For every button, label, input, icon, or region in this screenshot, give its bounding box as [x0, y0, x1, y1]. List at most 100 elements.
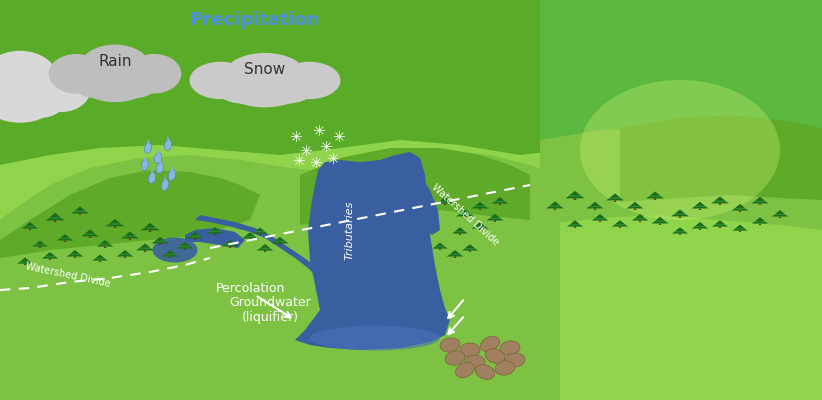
Polygon shape: [171, 165, 173, 170]
Polygon shape: [159, 244, 161, 245]
Polygon shape: [620, 115, 822, 202]
Polygon shape: [772, 211, 788, 216]
Polygon shape: [715, 220, 724, 224]
Ellipse shape: [169, 170, 176, 180]
Polygon shape: [100, 240, 109, 244]
Polygon shape: [261, 244, 270, 248]
Polygon shape: [221, 241, 238, 246]
Polygon shape: [187, 233, 204, 238]
Polygon shape: [439, 249, 441, 250]
Polygon shape: [593, 215, 607, 219]
Polygon shape: [454, 256, 456, 258]
Ellipse shape: [500, 341, 520, 355]
Polygon shape: [460, 210, 470, 214]
Polygon shape: [475, 202, 485, 206]
Polygon shape: [118, 251, 132, 255]
Polygon shape: [300, 148, 530, 225]
Polygon shape: [651, 218, 668, 224]
Polygon shape: [488, 214, 501, 219]
Polygon shape: [550, 202, 560, 206]
Polygon shape: [699, 228, 701, 230]
Polygon shape: [21, 223, 39, 228]
Polygon shape: [755, 217, 764, 221]
Polygon shape: [653, 198, 656, 200]
Polygon shape: [89, 236, 91, 238]
Polygon shape: [73, 207, 87, 212]
Polygon shape: [0, 290, 822, 400]
Polygon shape: [567, 222, 583, 226]
Polygon shape: [154, 238, 167, 242]
Polygon shape: [456, 211, 474, 216]
Polygon shape: [471, 203, 488, 208]
Polygon shape: [441, 197, 450, 201]
Bar: [570, 0, 822, 50]
Polygon shape: [646, 193, 664, 198]
Polygon shape: [436, 198, 454, 204]
Polygon shape: [149, 230, 151, 232]
Polygon shape: [739, 210, 741, 212]
Polygon shape: [679, 216, 681, 218]
Polygon shape: [691, 223, 709, 228]
Polygon shape: [568, 192, 582, 197]
Polygon shape: [124, 256, 127, 258]
Ellipse shape: [495, 361, 515, 375]
Polygon shape: [242, 234, 258, 238]
Polygon shape: [574, 198, 576, 200]
Polygon shape: [713, 221, 726, 225]
Ellipse shape: [485, 349, 505, 363]
Bar: [570, 50, 822, 90]
Ellipse shape: [110, 64, 159, 98]
Ellipse shape: [279, 62, 340, 99]
Polygon shape: [462, 246, 478, 250]
Polygon shape: [614, 221, 626, 225]
Polygon shape: [774, 211, 787, 215]
Ellipse shape: [148, 173, 155, 183]
Polygon shape: [450, 250, 459, 254]
Polygon shape: [190, 232, 200, 236]
Polygon shape: [19, 258, 31, 262]
Polygon shape: [454, 228, 466, 232]
Polygon shape: [178, 243, 192, 247]
Polygon shape: [24, 223, 36, 227]
Polygon shape: [44, 253, 56, 257]
Polygon shape: [449, 251, 461, 255]
Polygon shape: [592, 215, 608, 220]
Polygon shape: [113, 226, 117, 228]
Polygon shape: [434, 243, 446, 247]
Ellipse shape: [259, 71, 316, 104]
Polygon shape: [608, 194, 621, 199]
Polygon shape: [225, 240, 235, 244]
Polygon shape: [275, 237, 284, 241]
Polygon shape: [655, 217, 665, 221]
Polygon shape: [75, 206, 85, 210]
Polygon shape: [209, 228, 221, 232]
Polygon shape: [694, 202, 706, 207]
Ellipse shape: [155, 153, 162, 163]
Polygon shape: [104, 246, 106, 248]
Polygon shape: [610, 194, 620, 198]
Polygon shape: [123, 232, 136, 237]
Polygon shape: [0, 140, 822, 400]
Polygon shape: [494, 198, 506, 202]
Polygon shape: [494, 220, 496, 222]
Polygon shape: [29, 228, 31, 230]
Polygon shape: [17, 259, 33, 264]
Ellipse shape: [153, 238, 197, 262]
Polygon shape: [120, 250, 130, 254]
Polygon shape: [214, 234, 216, 235]
Polygon shape: [195, 215, 318, 275]
Polygon shape: [554, 208, 556, 210]
Polygon shape: [713, 197, 727, 202]
Polygon shape: [458, 210, 472, 215]
Ellipse shape: [440, 338, 460, 352]
Polygon shape: [95, 254, 104, 258]
Polygon shape: [653, 218, 667, 222]
Polygon shape: [598, 220, 601, 222]
Polygon shape: [45, 252, 54, 256]
Polygon shape: [695, 202, 704, 206]
Polygon shape: [259, 245, 271, 249]
Polygon shape: [631, 215, 649, 220]
Polygon shape: [734, 225, 746, 229]
Polygon shape: [99, 261, 101, 262]
Ellipse shape: [145, 143, 152, 153]
